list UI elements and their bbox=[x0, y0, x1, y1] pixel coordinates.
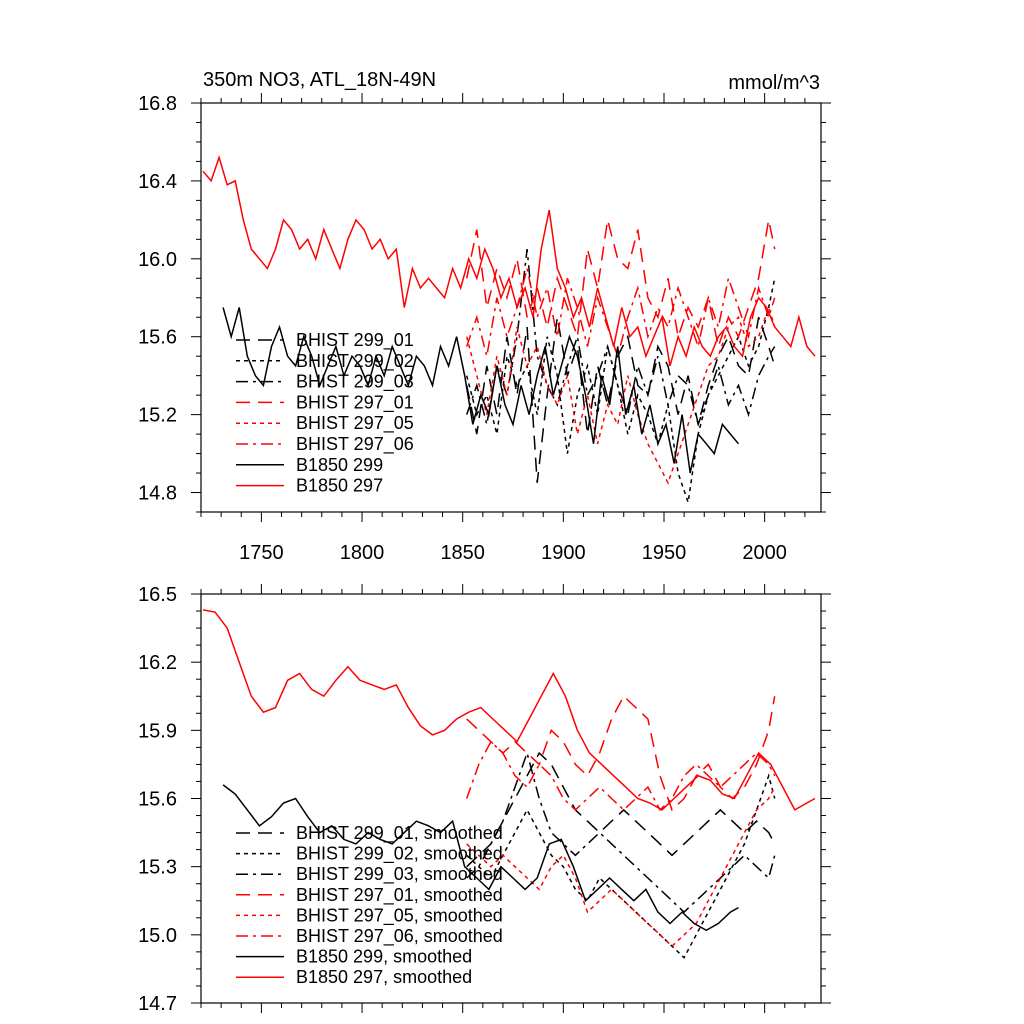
plot-frame bbox=[200, 102, 822, 513]
x-tick-label: 1900 bbox=[541, 542, 586, 564]
series-line-5 bbox=[465, 305, 776, 485]
x-tick-label: 1850 bbox=[440, 542, 485, 564]
legend-label: BHIST 299_02 bbox=[296, 351, 414, 372]
legend-label: BHIST 299_01 bbox=[296, 330, 414, 351]
series-line-6 bbox=[465, 740, 776, 812]
legend-label: BHIST 297_01, smoothed bbox=[296, 885, 503, 906]
series-line-8 bbox=[202, 155, 816, 367]
series-line-7 bbox=[222, 307, 740, 474]
series-line-7 bbox=[222, 784, 739, 932]
series-line-5 bbox=[466, 786, 776, 948]
legend-label: B1850 299 bbox=[296, 455, 383, 475]
top-panel-units: mmol/m^3 bbox=[728, 72, 820, 94]
y-tick-label: 16.2 bbox=[138, 652, 177, 674]
series-line-1 bbox=[466, 751, 776, 868]
x-tick-label: 1800 bbox=[340, 542, 385, 564]
legend-label: B1850 297 bbox=[296, 476, 383, 496]
legend-label: BHIST 299_01, smoothed bbox=[296, 823, 503, 844]
top-panel-title: 350m NO3, ATL_18N-49N bbox=[203, 69, 436, 91]
y-tick-label: 15.6 bbox=[138, 789, 177, 811]
x-tick-label: 1950 bbox=[642, 542, 687, 564]
y-tick-label: 16.0 bbox=[138, 249, 177, 271]
x-tick-label: 1750 bbox=[239, 542, 284, 564]
y-tick-label: 14.8 bbox=[138, 483, 177, 505]
x-tick-label: 2000 bbox=[742, 542, 787, 564]
legend-label: B1850 297, smoothed bbox=[296, 967, 472, 987]
y-tick-label: 16.5 bbox=[138, 584, 177, 606]
y-tick-label: 15.2 bbox=[138, 405, 177, 427]
y-tick-label: 15.9 bbox=[138, 720, 177, 742]
legend-label: B1850 299, smoothed bbox=[296, 947, 472, 967]
series-line-1 bbox=[465, 316, 776, 483]
legend-label: BHIST 297_05 bbox=[296, 413, 414, 434]
series-line-6 bbox=[465, 268, 776, 359]
legend-label: BHIST 299_03 bbox=[296, 372, 414, 393]
series-line-4 bbox=[465, 219, 776, 350]
legend-label: BHIST 297_06 bbox=[296, 434, 414, 455]
legend-label: BHIST 297_05, smoothed bbox=[296, 905, 503, 926]
legend-label: BHIST 297_01 bbox=[296, 392, 414, 413]
series-line-2 bbox=[466, 773, 776, 959]
y-tick-label: 15.3 bbox=[138, 857, 177, 879]
legend-label: BHIST 299_02, smoothed bbox=[296, 844, 503, 865]
top-panel: 350m NO3, ATL_18N-49N mmol/m^3 1750 1800 1… bbox=[138, 69, 831, 564]
y-tick-label: 14.7 bbox=[138, 993, 177, 1015]
y-tick-label: 15.6 bbox=[138, 327, 177, 349]
series-line-4 bbox=[466, 694, 776, 812]
y-tick-label: 15.0 bbox=[138, 925, 177, 947]
series-line-2 bbox=[465, 278, 776, 503]
y-tick-label: 16.4 bbox=[138, 171, 177, 193]
legend-label: BHIST 297_06, smoothed bbox=[296, 926, 503, 947]
y-tick-label: 16.8 bbox=[138, 93, 177, 115]
legend-label: BHIST 299_03, smoothed bbox=[296, 864, 503, 885]
series-line-8 bbox=[202, 609, 816, 811]
bottom-panel: 14.7 15.0 15.3 15.6 15.9 16.2 16.5 BHIST 299_01… bbox=[138, 584, 831, 1015]
